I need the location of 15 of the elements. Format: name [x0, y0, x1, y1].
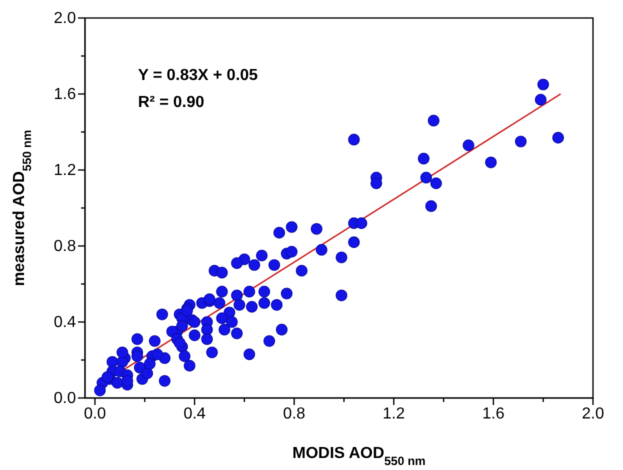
annotation: R² = 0.90 [138, 94, 204, 111]
y-tick-label: 0.4 [54, 314, 76, 332]
y-tick-label: 1.6 [54, 86, 76, 104]
annotation: Y = 0.83X + 0.05 [138, 67, 258, 84]
x-tick-label: 1.2 [382, 405, 406, 422]
x-tick-label: 0.0 [84, 405, 106, 422]
x-tick-label: 0.4 [183, 405, 206, 422]
y-tick-label: 2.0 [54, 10, 76, 28]
y-tick-label: 1.2 [54, 162, 76, 180]
x-tick-label: 2.0 [582, 405, 604, 422]
x-axis-title: MODIS AOD$_{550 nm}$ [292, 445, 426, 468]
x-tick-label: 0.8 [283, 405, 306, 422]
y-tick-label: 0.0 [54, 390, 76, 408]
y-tick-label: 0.8 [54, 238, 76, 256]
x-tick-label: 1.6 [482, 405, 505, 422]
